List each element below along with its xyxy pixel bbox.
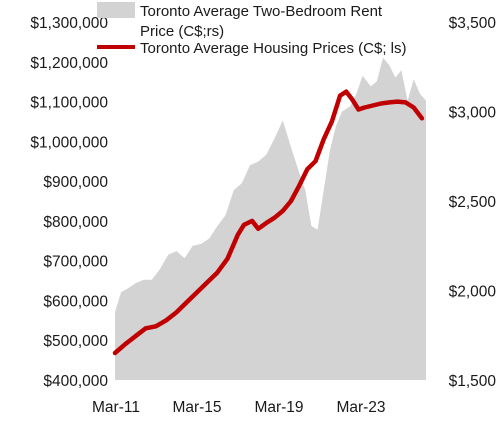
x-tick-label: Mar-19 <box>254 399 303 416</box>
legend-label-rent-line2: Price (C$;rs) <box>140 23 224 40</box>
x-axis-tick-labels: Mar-11 Mar-15 Mar-19 Mar-23 <box>92 399 386 416</box>
left-tick-label: $500,000 <box>43 333 108 350</box>
left-tick-label: $1,200,000 <box>30 55 108 72</box>
left-axis-tick-labels: $1,300,000 $1,200,000 $1,100,000 $1,000,000… <box>30 15 108 390</box>
left-tick-label: $1,300,000 <box>30 15 108 32</box>
x-tick-label: Mar-23 <box>336 399 385 416</box>
right-tick-label: $2,500 <box>449 194 497 211</box>
housing-price-line <box>112 89 425 356</box>
right-tick-label: $3,000 <box>449 105 497 122</box>
left-tick-label: $400,000 <box>43 373 108 390</box>
legend-label-housing: Toronto Average Housing Prices (C$; ls) <box>140 40 407 57</box>
left-tick-label: $600,000 <box>43 293 108 310</box>
legend-label-rent-line1: Toronto Average Two-Bedroom Rent <box>140 3 383 20</box>
x-tick-label: Mar-15 <box>172 399 221 416</box>
left-tick-label: $1,000,000 <box>30 134 108 151</box>
right-tick-label: $3,500 <box>449 15 497 32</box>
legend-swatch-rent <box>97 2 135 18</box>
x-tick-label: Mar-11 <box>92 399 140 416</box>
housing-line-layer <box>112 89 425 356</box>
left-tick-label: $700,000 <box>43 254 108 271</box>
right-tick-label: $2,000 <box>449 284 497 301</box>
left-tick-label: $1,100,000 <box>30 95 108 112</box>
left-tick-label: $800,000 <box>43 214 108 231</box>
legend: Toronto Average Two-Bedroom Rent Price (… <box>97 2 407 57</box>
right-axis-tick-labels: $3,500 $3,000 $2,500 $2,000 $1,500 <box>449 15 497 390</box>
left-tick-label: $900,000 <box>43 174 108 191</box>
right-tick-label: $1,500 <box>449 373 497 390</box>
